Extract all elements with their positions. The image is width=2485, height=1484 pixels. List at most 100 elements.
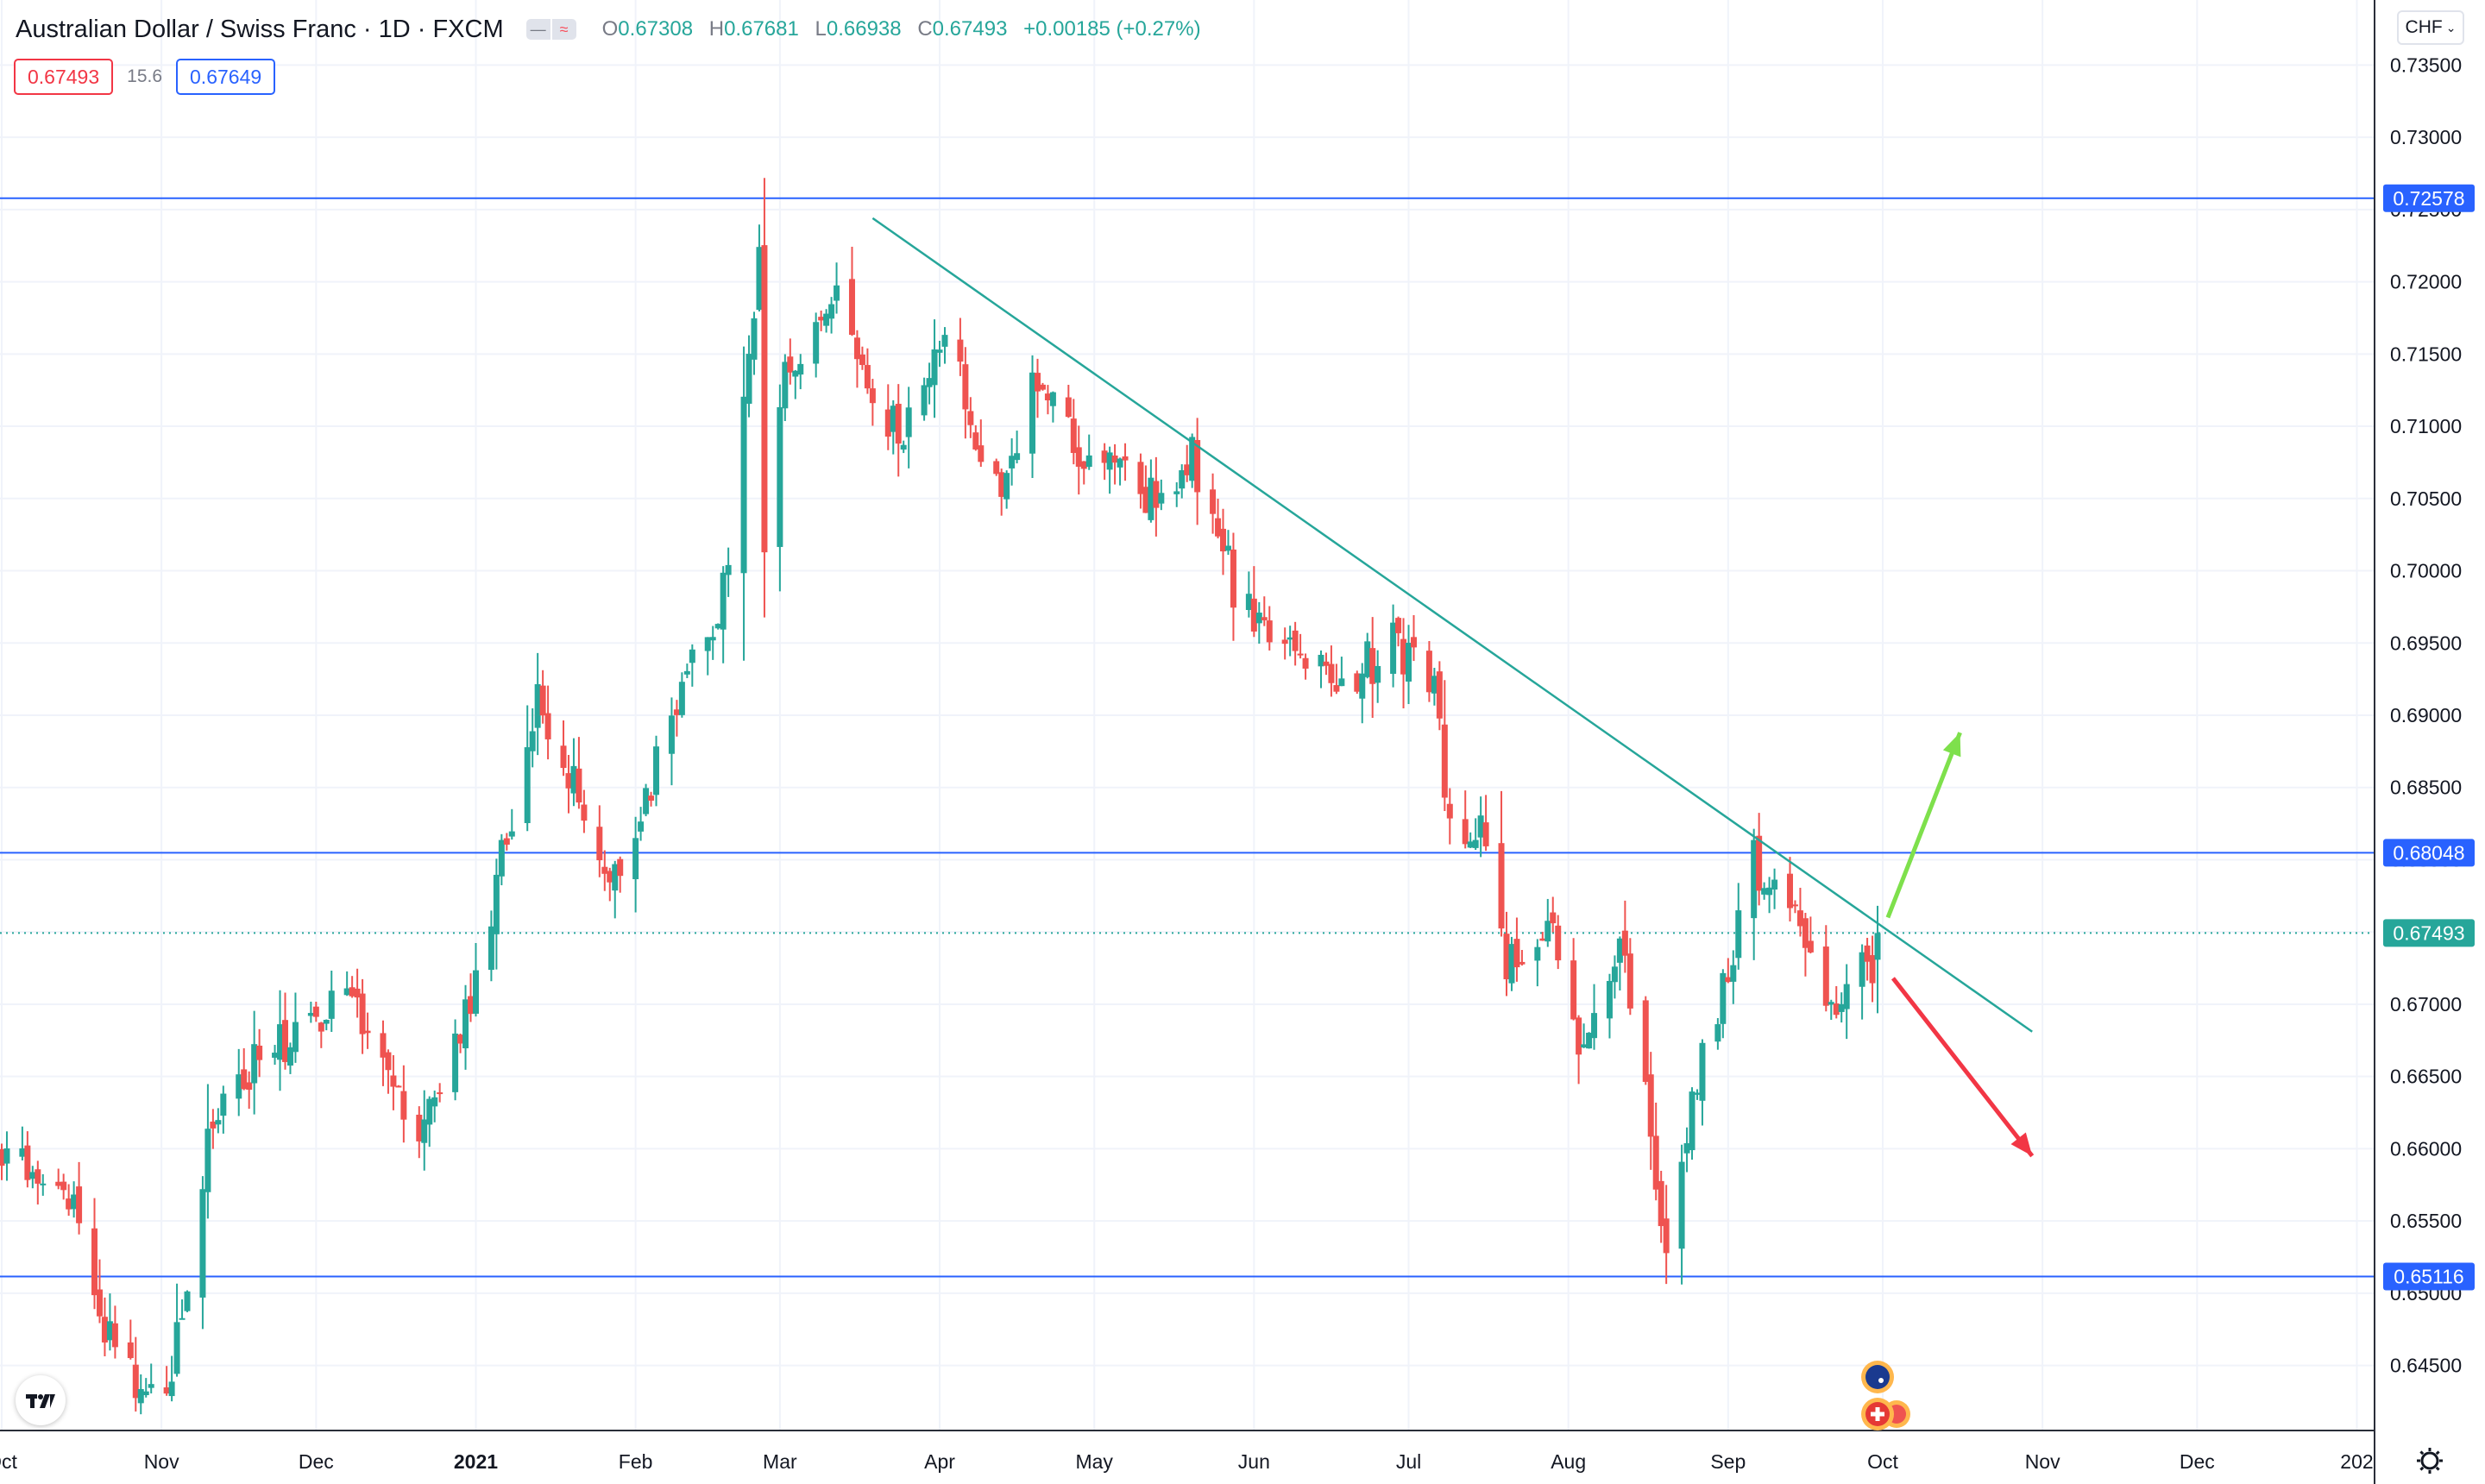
candle	[1761, 882, 1768, 900]
aud-flag-icon[interactable]	[1861, 1361, 1895, 1393]
horizontal-levels[interactable]	[0, 197, 2375, 1278]
compare-icon[interactable]: ≈	[551, 19, 576, 40]
candle	[220, 1085, 227, 1134]
candle	[1400, 618, 1407, 708]
candle	[286, 1042, 293, 1074]
candle	[416, 1106, 423, 1159]
candle	[1534, 939, 1541, 987]
candle	[1117, 457, 1123, 486]
time-axis[interactable]: Oct Nov Dec 2021 Feb Mar Apr May Jun Jul Aug Sep Oct…	[0, 1430, 2443, 1474]
candle	[498, 833, 505, 886]
candle	[1065, 385, 1072, 418]
candle	[1281, 627, 1288, 660]
chart-grid	[0, 0, 2375, 1431]
candle	[941, 327, 948, 364]
candle	[1338, 657, 1345, 687]
currency-flags[interactable]	[1861, 1361, 1911, 1431]
candle	[1786, 857, 1793, 922]
candle	[1158, 479, 1165, 511]
candle	[1287, 626, 1293, 657]
trendline[interactable]	[871, 217, 2033, 1033]
candle	[1689, 1087, 1695, 1160]
candle	[40, 1174, 47, 1196]
candle	[76, 1161, 83, 1235]
candle	[1730, 950, 1737, 1004]
sell-price-button[interactable]: 0.67493	[14, 59, 114, 95]
candle	[581, 789, 588, 833]
buy-price-button[interactable]: 0.67649	[176, 59, 276, 95]
candle	[1771, 868, 1778, 909]
candle	[1791, 900, 1798, 914]
price-tick-label: 0.70000	[2390, 560, 2462, 582]
candle	[1807, 916, 1814, 954]
settings-gear-icon[interactable]	[2417, 1448, 2443, 1474]
symbol-title[interactable]: Australian Dollar / Swiss Franc · 1D · F…	[16, 15, 504, 43]
candle	[1796, 887, 1803, 937]
time-tick-label: Feb	[619, 1450, 653, 1473]
spread-value: 15.6	[127, 66, 163, 86]
price-tick-label: 0.68500	[2390, 777, 2462, 799]
candle	[1828, 999, 1834, 1021]
candle	[1822, 925, 1829, 1012]
candle	[714, 623, 721, 630]
candle	[1375, 650, 1381, 703]
candle	[1436, 661, 1443, 731]
arrow-up[interactable]	[1885, 732, 1962, 919]
price-tick-label: 0.70500	[2390, 487, 2462, 510]
hide-icon[interactable]: —	[525, 19, 550, 40]
candle	[1555, 915, 1562, 970]
candle	[596, 805, 603, 877]
candle	[787, 338, 794, 385]
candle	[921, 377, 928, 421]
candle	[1678, 1144, 1685, 1285]
price-tick-label: 0.69500	[2390, 632, 2462, 654]
level-price-tag: 0.65116	[2383, 1262, 2475, 1291]
candle	[462, 984, 469, 1070]
price-axis[interactable]: 0.735000.730000.725000.720000.715000.710…	[2374, 0, 2475, 1484]
candle	[1606, 973, 1613, 1039]
currency-dropdown[interactable]: CHF ⌄	[2397, 10, 2464, 45]
candle	[962, 347, 969, 439]
candle	[163, 1366, 170, 1396]
candle	[782, 354, 789, 421]
arrow-down[interactable]	[1890, 977, 2035, 1158]
drawings[interactable]	[871, 217, 2035, 1158]
tradingview-logo[interactable]	[16, 1375, 66, 1425]
candle	[1297, 633, 1304, 659]
candle	[359, 978, 366, 1054]
candle	[1642, 996, 1649, 1085]
candle	[1039, 382, 1046, 391]
candle	[1333, 663, 1340, 695]
candle	[1085, 434, 1092, 470]
candle	[106, 1293, 113, 1351]
candle	[1318, 650, 1324, 689]
candle	[1756, 813, 1763, 906]
time-tick-label: Jun	[1238, 1450, 1270, 1473]
close-label: C	[917, 17, 933, 41]
candle	[648, 791, 655, 807]
time-tick-label: Oct	[0, 1450, 17, 1473]
candle	[179, 1299, 186, 1320]
candle	[1859, 944, 1865, 1020]
candle	[1148, 459, 1154, 523]
candle	[66, 1184, 72, 1217]
candle	[544, 685, 551, 760]
candle	[184, 1290, 191, 1312]
candle	[869, 379, 876, 426]
candle	[148, 1363, 154, 1394]
candle	[539, 670, 546, 724]
candle	[71, 1181, 78, 1218]
candle	[1586, 1032, 1593, 1049]
candle	[1626, 938, 1633, 1016]
candle	[1080, 461, 1087, 485]
candle	[246, 1071, 253, 1110]
change-value: +0.00185 (+0.27%)	[1023, 17, 1201, 41]
tradingview-logo-icon	[26, 1394, 55, 1408]
candles	[0, 178, 1881, 1415]
candle	[1683, 1127, 1690, 1173]
candle	[437, 1083, 444, 1103]
chf-flag-icon[interactable]	[1861, 1398, 1911, 1431]
svg-text:0.72578: 0.72578	[2393, 187, 2464, 210]
candle	[1550, 896, 1557, 933]
